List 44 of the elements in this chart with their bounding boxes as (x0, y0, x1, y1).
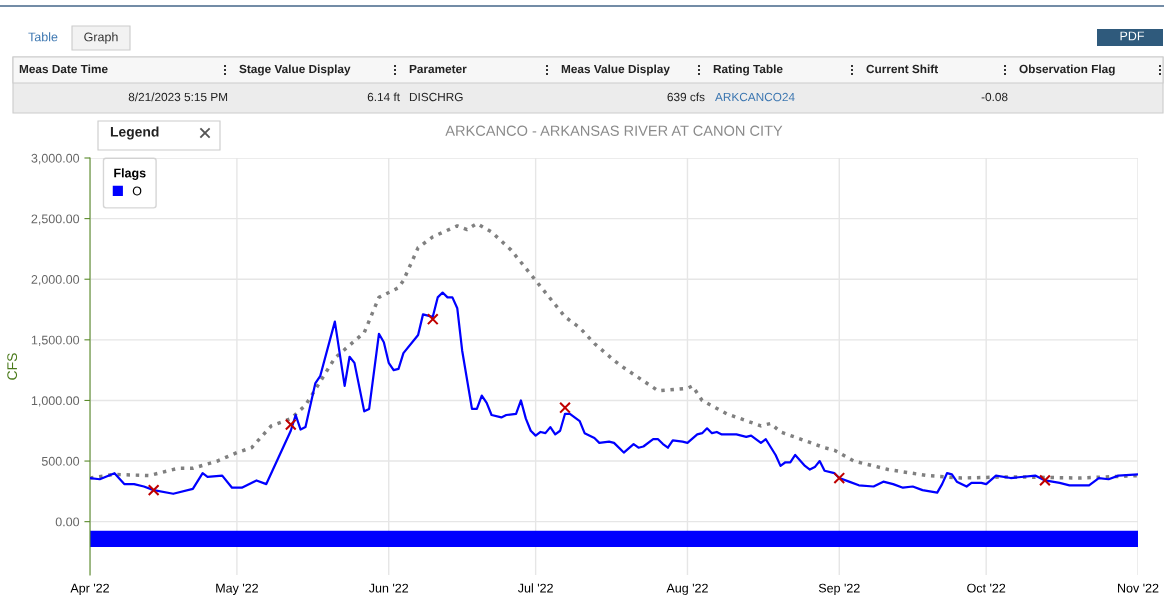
x-tick-label: Sep '22 (818, 583, 860, 595)
text: 639 cfs (667, 92, 705, 102)
y-tick-label: 2,500.00 (31, 214, 80, 225)
x-tick-label: May '22 (216, 583, 258, 595)
y-axis-title: CFS (7, 353, 18, 380)
text: Meas Date Time (19, 64, 108, 74)
text: Legend (110, 126, 159, 140)
text: 8/21/2023 5:15 PM (128, 92, 228, 102)
point (1039, 474, 1051, 487)
legend-label: O (132, 186, 142, 196)
y-tick-label: 3,000.00 (31, 153, 80, 165)
legend-title: Flags (114, 168, 146, 180)
x-tick-label: Aug '22 (666, 583, 708, 595)
line-series (90, 291, 1138, 495)
text: -0.08 (981, 92, 1008, 102)
point (147, 484, 160, 497)
chart-title: ARKCANCO - ARKANSAS RIVER AT CANON CITY (445, 125, 783, 136)
text: Meas Value Display (561, 64, 670, 76)
y-tick-label: 1,000.00 (31, 396, 80, 407)
x-tick-label: Nov '22 (1118, 583, 1159, 593)
text: DISCHRG (409, 92, 463, 102)
x-tick-label: Jul '22 (517, 583, 553, 593)
text: Table (28, 32, 58, 42)
text: Stage Value Display (239, 64, 351, 76)
text: Observation Flag (1019, 64, 1115, 76)
y-tick-label: 0.00 (55, 517, 80, 527)
text: PDF (1120, 31, 1144, 41)
point (426, 313, 439, 326)
y-tick-label: 500.00 (41, 456, 80, 466)
point (833, 472, 846, 484)
point (284, 418, 297, 431)
text: Rating Table (713, 64, 783, 76)
y-tick-label: 1,500.00 (31, 335, 80, 346)
y-tick-label: 2,000.00 (31, 275, 80, 286)
point (559, 401, 571, 414)
x-tick-label: Oct '22 (967, 583, 1006, 593)
text: ARKCANCO24 (715, 92, 795, 102)
text: 6.14 ft (367, 92, 400, 102)
text: Current Shift (866, 64, 938, 74)
text: Parameter (409, 64, 467, 74)
line-series (90, 221, 1138, 480)
text: Graph (84, 32, 118, 44)
x-tick-label: Jun '22 (368, 583, 409, 593)
x-tick-label: Apr '22 (70, 583, 109, 595)
